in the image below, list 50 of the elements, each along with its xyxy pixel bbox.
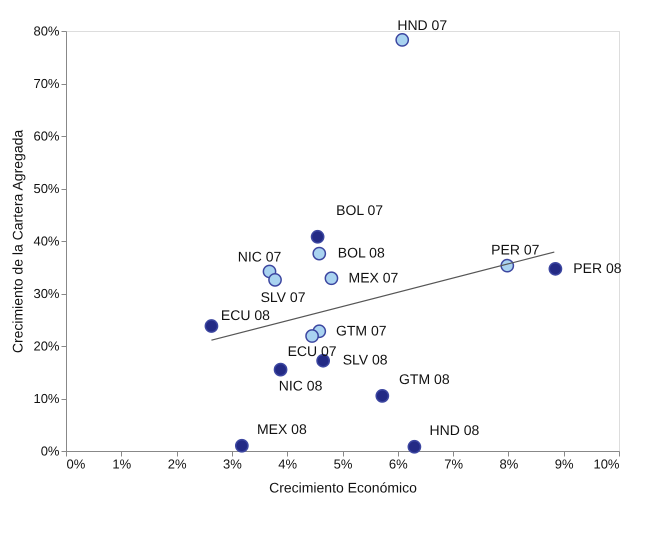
x-tick-label: 0% — [66, 456, 86, 472]
x-tick-label: 10% — [593, 456, 620, 472]
x-tick-label: 6% — [388, 456, 408, 472]
annotation: ECU 07 — [288, 343, 337, 360]
annotation: BOL 07 — [336, 202, 384, 218]
annotation: HND 08 — [429, 422, 480, 438]
point — [548, 262, 562, 276]
x-tick-label: 2% — [168, 456, 187, 472]
point — [234, 438, 249, 453]
point — [274, 362, 288, 376]
x-tick-label: 8% — [500, 456, 519, 472]
x-tick-label: 9% — [554, 456, 574, 472]
x-tick-label: 1% — [112, 456, 132, 472]
y-tick-label: 20% — [33, 338, 60, 354]
y-tick-label: 50% — [33, 181, 60, 196]
point — [204, 319, 218, 333]
y-tick-label: 80% — [33, 24, 60, 38]
annotation: SLV 08 — [342, 352, 388, 368]
y-tick-label: 40% — [33, 234, 60, 248]
annotation: GTM 08 — [399, 370, 450, 387]
y-tick-label: 70% — [33, 76, 60, 91]
point — [375, 389, 390, 403]
annotation: NIC 07 — [238, 248, 282, 264]
point — [305, 329, 319, 343]
y-axis-title: Crecimiento de la Cartera Agregada — [9, 130, 26, 354]
y-tick-label: 10% — [33, 391, 60, 406]
y-tick-label: 30% — [33, 286, 60, 301]
annotation: NIC 08 — [278, 378, 323, 394]
point — [312, 246, 326, 260]
point — [408, 440, 422, 454]
point — [268, 272, 282, 287]
annotation: SLV 07 — [260, 288, 306, 305]
y-tick-label: 0% — [40, 444, 60, 458]
x-tick-label: 7% — [444, 456, 464, 472]
x-tick-label: 5% — [334, 456, 353, 472]
annotation: MEX 07 — [348, 269, 399, 286]
annotation: GTM 07 — [336, 322, 387, 338]
annotation: BOL 08 — [338, 244, 385, 261]
x-tick-label: 3% — [223, 456, 242, 472]
annotation: ECU 08 — [220, 307, 270, 324]
annotation: MEX 08 — [256, 420, 307, 437]
annotation: PER 08 — [573, 260, 622, 276]
x-tick-label: 4% — [278, 456, 298, 472]
point — [310, 230, 324, 244]
point — [324, 271, 338, 286]
annotation: HND 07 — [397, 16, 448, 33]
y-tick-label: 60% — [33, 128, 60, 144]
annotation: PER 07 — [491, 242, 540, 258]
point — [395, 33, 410, 47]
x-axis-title: Crecimiento Económico — [269, 480, 418, 496]
